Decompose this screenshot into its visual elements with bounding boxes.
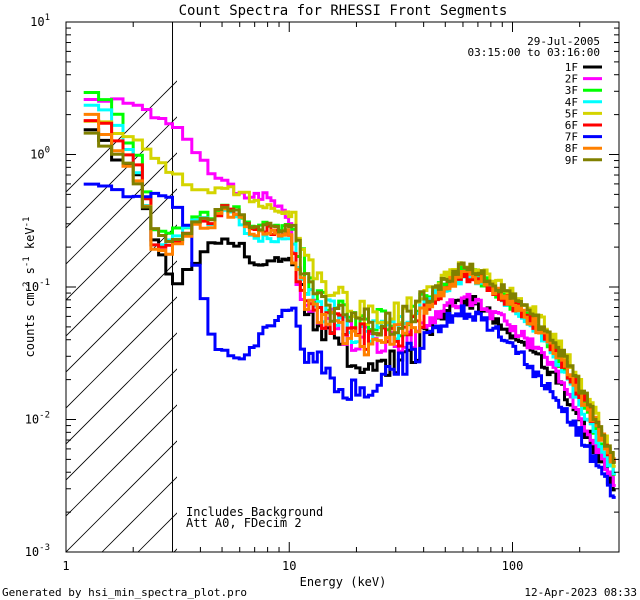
- legend-label-9F: 9F: [565, 154, 578, 167]
- series-line-8F: [83, 112, 616, 464]
- series-group: [83, 91, 616, 499]
- generated-by-label: Generated by hsi_min_spectra_plot.pro: [2, 586, 247, 599]
- hatch-line: [66, 368, 177, 481]
- legend-label-1F: 1F: [565, 61, 578, 74]
- x-axis-label: Energy (keV): [300, 575, 387, 589]
- hatch-line: [66, 224, 177, 337]
- x-tick-label: 100: [502, 559, 524, 573]
- time-range-label: 03:15:00 to 03:16:00: [468, 46, 600, 59]
- y-tick-label: 10-2: [25, 411, 50, 427]
- y-axis-ticks: 10-3 10-2 10-1 100 101: [25, 13, 619, 559]
- legend-label-4F: 4F: [565, 96, 578, 109]
- series-line-6F: [83, 119, 616, 463]
- x-tick-label: 10: [282, 559, 296, 573]
- hatch-line: [606, 0, 640, 552]
- legend-label-5F: 5F: [565, 107, 578, 120]
- y-tick-label: 10-3: [25, 543, 50, 559]
- y-tick-label: 100: [30, 146, 50, 162]
- x-tick-label: 1: [62, 559, 69, 573]
- series-line-7F: [83, 182, 616, 499]
- series-line-2F: [83, 97, 616, 487]
- y-tick-label: 10-1: [25, 278, 50, 294]
- hatch-line: [66, 80, 177, 193]
- chart-title: Count Spectra for RHESSI Front Segments: [179, 3, 508, 19]
- legend-label-7F: 7F: [565, 131, 578, 144]
- hatch-line: [66, 404, 177, 517]
- series-line-9F: [83, 131, 616, 464]
- annotation-background: Includes Background: [186, 505, 323, 519]
- legend-label-6F: 6F: [565, 119, 578, 132]
- legend-label-3F: 3F: [565, 84, 578, 97]
- annotation-attenuator: Att A0, FDecim 2: [186, 516, 302, 530]
- hatch-line: [534, 0, 640, 552]
- hatch-line: [66, 260, 177, 373]
- hatch-line: [66, 440, 177, 552]
- hatch-line: [66, 188, 177, 301]
- series-line-3F: [83, 91, 616, 476]
- x-axis-ticks: 1 10 100: [62, 22, 620, 573]
- series-line-5F: [83, 119, 616, 468]
- legend-label-8F: 8F: [565, 142, 578, 155]
- timestamp-label: 12-Apr-2023 08:33: [524, 586, 637, 599]
- y-axis-label: counts cm-2 s-1 keV-1: [22, 217, 37, 358]
- date-label: 29-Jul-2005: [527, 35, 600, 48]
- legend-label-2F: 2F: [565, 73, 578, 86]
- hatch-line: [354, 0, 640, 552]
- hatched-excluded-region: [66, 0, 640, 552]
- hatch-line: [66, 152, 177, 265]
- y-tick-label: 101: [30, 13, 50, 29]
